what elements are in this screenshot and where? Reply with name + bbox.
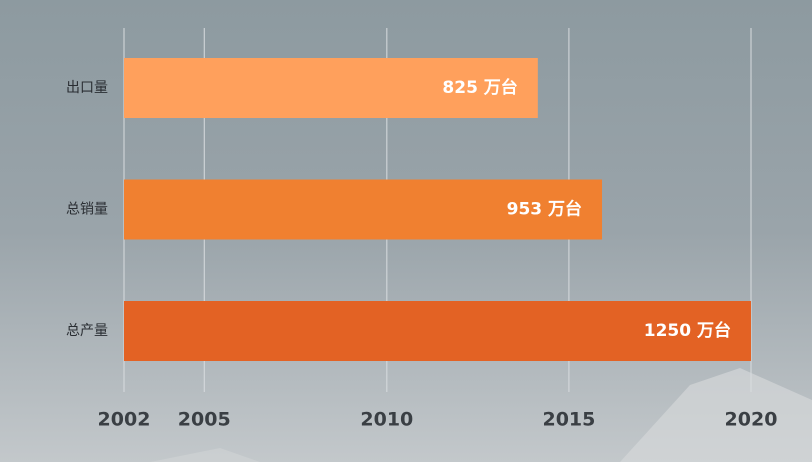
x-tick-label: 2005 (178, 409, 231, 431)
bar (124, 179, 603, 240)
bar (124, 301, 751, 361)
category-label: 总销量 (66, 202, 108, 218)
x-tick-label: 2010 (360, 409, 413, 431)
x-tick-label: 2015 (542, 409, 595, 431)
value-label: 825 万台 (442, 77, 517, 98)
category-label: 出口量 (66, 80, 108, 96)
x-tick-label: 2020 (725, 409, 778, 431)
x-tick-label: 2002 (98, 409, 151, 431)
mountain (150, 448, 260, 462)
bar (124, 58, 538, 118)
value-label: 953 万台 (507, 199, 582, 220)
mountain (620, 368, 812, 462)
category-label: 总产量 (66, 323, 108, 339)
value-label: 1250 万台 (644, 320, 731, 341)
